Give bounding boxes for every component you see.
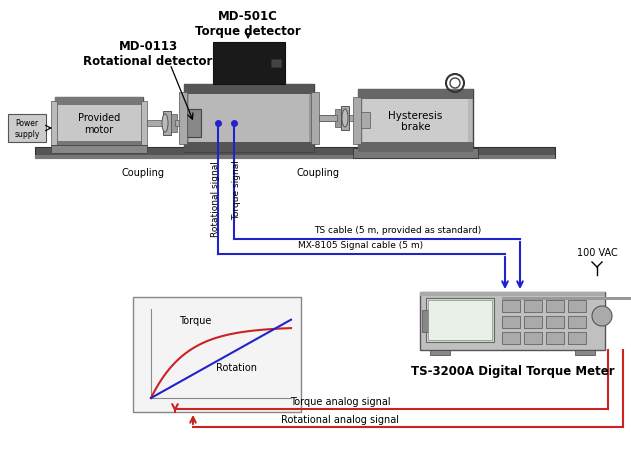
Bar — [430, 350, 450, 355]
Bar — [341, 107, 349, 131]
Bar — [55, 98, 143, 149]
Bar — [35, 156, 555, 159]
Text: TS-3200A Digital Torque Meter: TS-3200A Digital Torque Meter — [411, 364, 615, 377]
Bar — [546, 300, 564, 312]
Bar — [358, 143, 473, 153]
Bar — [311, 93, 319, 145]
Bar — [428, 300, 492, 340]
Bar — [524, 317, 542, 328]
Bar — [179, 93, 187, 145]
Bar — [353, 149, 478, 159]
Text: MD-501C
Torque detector: MD-501C Torque detector — [195, 10, 301, 38]
Circle shape — [592, 307, 612, 327]
Bar — [189, 133, 199, 138]
Bar — [55, 142, 143, 149]
Text: Power
supply: Power supply — [15, 119, 40, 139]
Bar — [189, 95, 309, 143]
Bar — [133, 298, 301, 412]
Bar — [319, 116, 337, 122]
Bar — [213, 43, 285, 85]
Bar — [35, 148, 555, 159]
Text: Rotational signal: Rotational signal — [211, 161, 220, 237]
Bar — [271, 60, 281, 68]
Text: Provided
motor: Provided motor — [78, 113, 120, 135]
Bar — [51, 146, 147, 154]
Bar — [141, 102, 147, 146]
Bar — [575, 350, 595, 355]
Bar — [422, 310, 428, 332]
Bar — [55, 98, 143, 106]
Text: MD-0113
Rotational detector: MD-0113 Rotational detector — [83, 40, 213, 68]
Bar — [502, 300, 520, 312]
Text: MX-8105 Signal cable (5 m): MX-8105 Signal cable (5 m) — [298, 240, 423, 249]
Text: 100 VAC: 100 VAC — [577, 248, 617, 258]
Text: Torque signal: Torque signal — [232, 160, 242, 219]
Text: Coupling: Coupling — [122, 168, 165, 178]
Bar — [184, 143, 314, 153]
Bar — [189, 110, 199, 115]
Text: Torque analog signal: Torque analog signal — [290, 396, 391, 406]
Text: Hysteresis
brake: Hysteresis brake — [388, 110, 443, 132]
Bar — [568, 332, 586, 344]
Bar — [349, 116, 371, 122]
Bar — [420, 292, 605, 350]
Text: Torque: Torque — [179, 315, 211, 325]
Bar — [502, 298, 631, 300]
Bar — [420, 292, 605, 297]
Text: Rotation: Rotation — [216, 362, 257, 372]
Bar — [358, 90, 473, 100]
Ellipse shape — [162, 115, 168, 133]
Bar — [568, 317, 586, 328]
Bar — [568, 300, 586, 312]
Bar — [546, 317, 564, 328]
Bar — [502, 317, 520, 328]
Bar — [524, 332, 542, 344]
Text: TS cable (5 m, provided as standard): TS cable (5 m, provided as standard) — [314, 226, 481, 235]
Bar — [184, 85, 314, 153]
Bar — [358, 113, 370, 129]
Bar — [163, 112, 171, 136]
Bar — [187, 110, 201, 138]
Text: Rotational analog signal: Rotational analog signal — [281, 414, 399, 424]
Ellipse shape — [342, 110, 348, 128]
Bar — [8, 115, 46, 143]
Bar — [171, 115, 177, 133]
Bar — [335, 110, 341, 128]
Bar — [319, 116, 337, 122]
Bar — [184, 85, 314, 95]
Bar — [51, 102, 57, 146]
Bar — [363, 100, 468, 143]
Bar — [358, 90, 473, 153]
Text: Coupling: Coupling — [297, 168, 339, 178]
Bar — [147, 121, 165, 127]
Bar — [502, 332, 520, 344]
Bar — [353, 98, 361, 145]
Bar — [546, 332, 564, 344]
Bar — [426, 298, 494, 342]
Bar — [524, 300, 542, 312]
Bar — [175, 121, 191, 127]
